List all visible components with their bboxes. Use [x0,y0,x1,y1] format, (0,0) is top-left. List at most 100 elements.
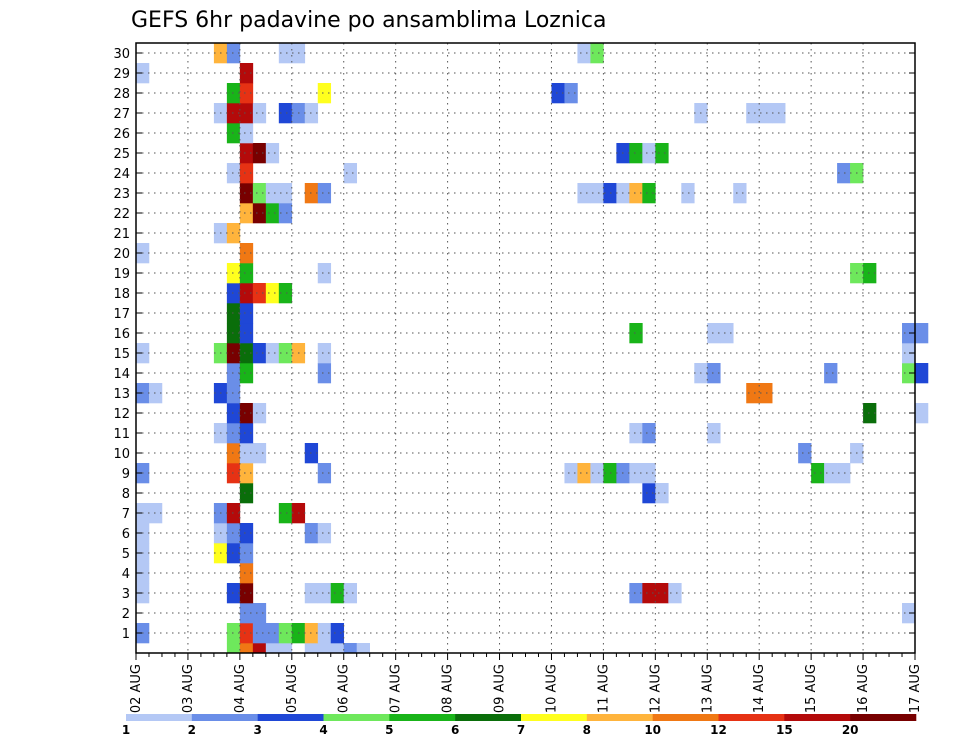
colorbar-swatch [389,714,456,721]
heatmap-cell [252,403,267,424]
heatmap-cell [226,43,241,64]
heatmap-cell [811,463,825,484]
chart-title: GEFS 6hr padavine po ansamblima Loznica [131,8,606,33]
heatmap-cell [278,43,293,64]
colorbar-label: 1 [122,723,130,737]
heatmap-cell [226,303,241,324]
heatmap-cell [642,423,656,444]
heatmap-cell [239,323,254,344]
y-tick-label: 7 [122,507,130,522]
y-tick-label: 27 [113,107,130,122]
heatmap-cell [252,343,267,364]
colorbar-swatch [191,714,258,721]
heatmap-cell [577,43,591,64]
heatmap-cell [629,423,643,444]
heatmap-cell [252,203,267,224]
heatmap-cell [239,103,254,124]
heatmap-cell [239,403,254,424]
heatmap-cell [265,623,280,644]
heatmap-cell [343,583,358,604]
heatmap-cell [252,183,267,204]
colorbar-swatch [323,714,390,721]
heatmap-cell [564,83,578,104]
heatmap-cell [681,183,695,204]
grid-lines [136,43,915,653]
heatmap-cell [226,363,241,384]
heatmap-cell [239,583,254,604]
heatmap-cell [226,463,241,484]
colorbar-label: 15 [776,723,793,737]
y-tick-label: 11 [113,427,130,442]
heatmap-cell [915,363,929,384]
heatmap-cell [226,283,241,304]
heatmap-cell [863,263,877,284]
y-tick-label: 9 [122,467,130,482]
y-tick-label: 12 [113,407,130,422]
heatmap-cell [252,603,267,624]
heatmap-cell [720,323,734,344]
x-tick-label: 10 AUG [544,664,559,713]
colorbar-label: 12 [710,723,727,737]
heatmap-cell [759,383,773,404]
heatmap-cell [330,583,345,604]
heatmap-cell [239,63,254,84]
heatmap-cell [239,303,254,324]
x-tick-label: 11 AUG [596,664,611,713]
x-tick-label: 05 AUG [285,664,300,713]
heatmap-cell [837,163,851,184]
heatmap-cell [265,183,280,204]
heatmap-cell [226,583,241,604]
heatmap-cell [707,423,721,444]
heatmap-cell [317,183,332,204]
heatmap-cell [551,83,565,104]
heatmap-cell [746,383,760,404]
heatmap-cell [265,643,280,654]
heatmap-cell [239,483,254,504]
heatmap-cell [252,283,267,304]
colorbar-label: 10 [644,723,661,737]
heatmap-cell [902,603,916,624]
heatmap-cell [590,43,604,64]
heatmap-cell [902,323,916,344]
heatmap-cell [590,183,604,204]
heatmap-cell [265,203,280,224]
heatmap-cell [226,443,241,464]
heatmap-cell [655,583,669,604]
y-tick-label: 6 [122,527,130,542]
heatmap-cell [278,183,293,204]
heatmap-cell [148,383,163,404]
colorbar-label: 20 [842,723,859,737]
x-tick-label: 07 AUG [389,664,404,713]
heatmap-cell [824,363,838,384]
y-tick-label: 16 [113,327,130,342]
heatmap-cell [278,643,293,654]
heatmap-cell [317,343,332,364]
x-tick-label: 09 AUG [493,664,508,713]
heatmap-cell [629,323,643,344]
colorbar-swatch [126,714,193,721]
x-tick-label: 08 AUG [441,664,456,713]
heatmap-cell [629,463,643,484]
y-tick-label: 30 [113,47,130,62]
heatmap-cell [642,583,656,604]
colorbar-swatch [521,714,588,721]
y-tick-label: 15 [113,347,130,362]
colorbar-label: 4 [319,723,327,737]
heatmap-cell [915,323,929,344]
x-tick-label: 02 AUG [129,664,144,713]
heatmap-cell [317,583,332,604]
heatmap-cell [226,543,241,564]
y-tick-label: 2 [122,607,130,622]
heatmap-cell [252,143,267,164]
heatmap-cell [239,263,254,284]
heatmap-cell [317,643,332,654]
heatmap-cell [239,283,254,304]
heatmap-cell [642,143,656,164]
heatmap-cell [239,563,254,584]
y-tick-label: 14 [113,367,130,382]
colorbar-swatch [850,714,917,721]
heatmap-cell [226,263,241,284]
heatmap-cell [239,463,254,484]
heatmap-cell [265,283,280,304]
